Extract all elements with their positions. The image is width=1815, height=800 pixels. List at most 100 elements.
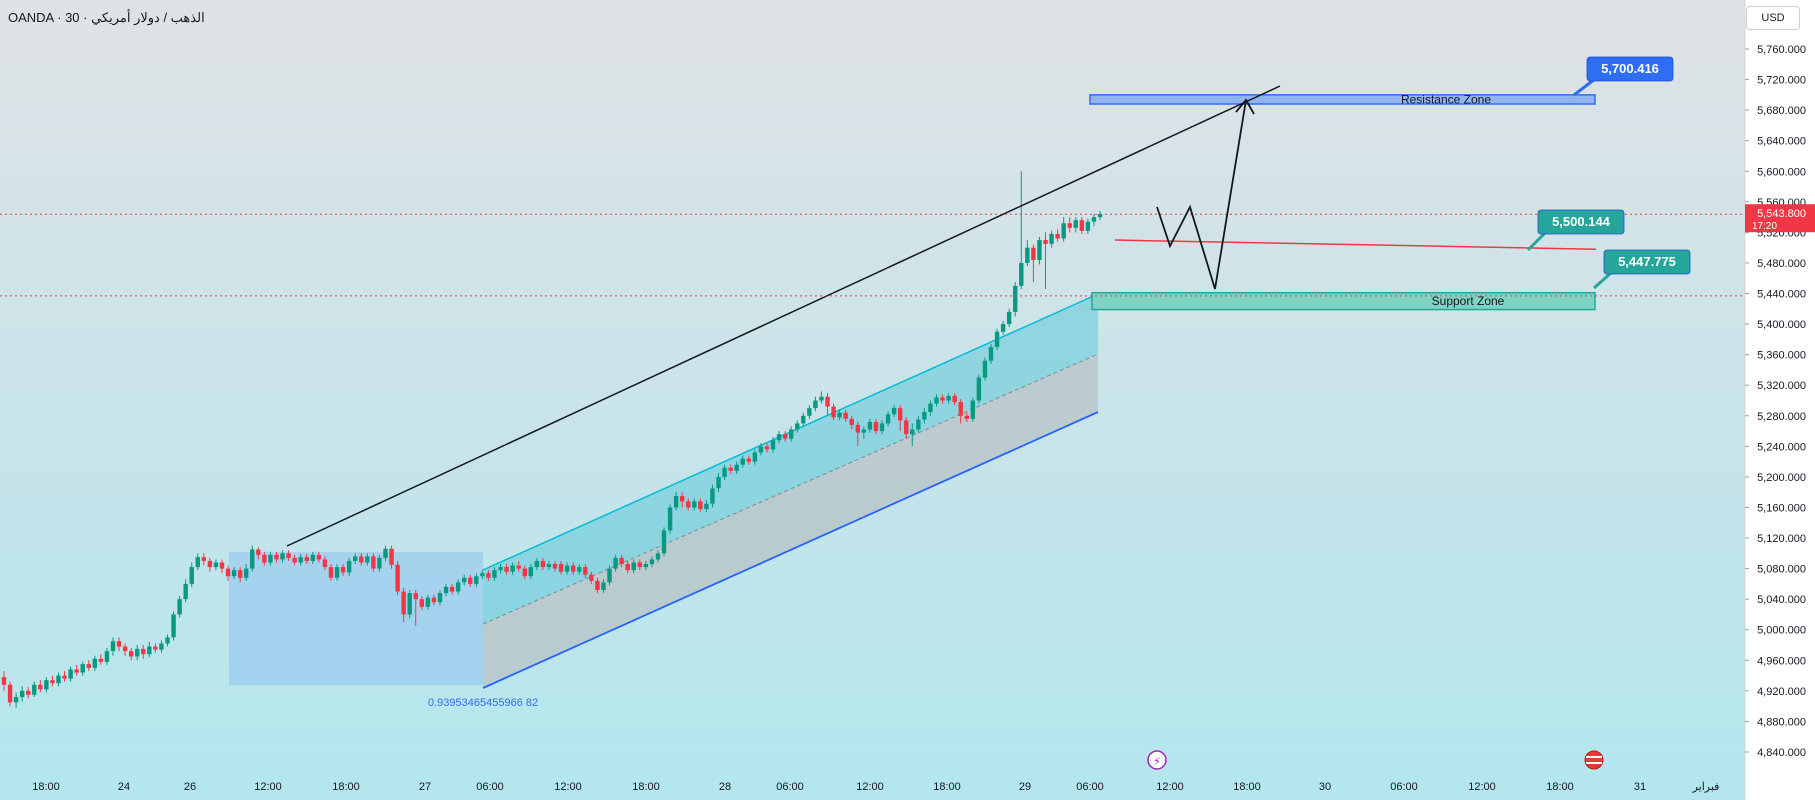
- time-tick-label: 18:00: [1233, 781, 1261, 793]
- candle-body: [988, 347, 994, 361]
- fib-level-text: 0.93953465455966 82: [428, 697, 538, 709]
- candle-body: [292, 557, 297, 563]
- red-level-line[interactable]: [1114, 239, 1597, 250]
- candle-body: [201, 557, 207, 561]
- candle-body: [268, 554, 273, 563]
- candle-body: [976, 377, 982, 401]
- candle-body: [637, 562, 643, 568]
- candle-body: [964, 415, 969, 419]
- price-tick-label: 5,200.000: [1757, 472, 1806, 484]
- label-5500-text: 5,500.144: [1552, 214, 1611, 229]
- candle-body: [98, 658, 104, 662]
- candle-body: [661, 530, 667, 554]
- candle-body: [879, 423, 885, 432]
- price-tick-label: 4,880.000: [1757, 716, 1806, 728]
- candle-body: [1061, 223, 1066, 239]
- us-flag-event-icon[interactable]: [1584, 750, 1604, 770]
- candle-body: [116, 641, 122, 647]
- candle-body: [159, 643, 164, 650]
- currency-button[interactable]: USD: [1746, 6, 1800, 30]
- candle-body: [383, 548, 388, 558]
- label-5500-box[interactable]: [1537, 209, 1625, 235]
- time-tick-label: 06:00: [776, 781, 804, 793]
- lightning-event-icon[interactable]: [1147, 750, 1167, 770]
- candle-body: [528, 567, 534, 577]
- candle-body: [195, 557, 200, 568]
- candle-body: [982, 360, 988, 378]
- candle-body: [44, 680, 49, 690]
- candle-body: [1091, 217, 1097, 222]
- label-5700-box[interactable]: [1586, 56, 1674, 82]
- candle-body: [1000, 324, 1006, 332]
- resistance-zone[interactable]: [1089, 94, 1596, 105]
- candle-body: [80, 664, 85, 673]
- candle-body: [316, 554, 322, 560]
- candle-body: [552, 564, 558, 569]
- symbol-title: OANDA · 30 · الذهب / دولار أمريكي: [8, 10, 205, 25]
- candle-body: [62, 675, 67, 679]
- candle-body: [686, 501, 691, 508]
- price-tick-label: 5,400.000: [1757, 319, 1806, 331]
- candle-body: [619, 557, 624, 565]
- candle-body: [831, 406, 836, 418]
- candle-body: [1085, 221, 1091, 231]
- candle-body: [401, 591, 406, 615]
- candle-body: [244, 568, 249, 578]
- candle-body: [994, 331, 1000, 348]
- candle-body: [340, 567, 346, 573]
- candle-body: [522, 568, 527, 577]
- time-tick-label: 06:00: [1390, 781, 1418, 793]
- candle-body: [286, 553, 291, 558]
- candle-body: [492, 570, 497, 578]
- candle-body: [334, 567, 340, 578]
- trend-line[interactable]: [286, 85, 1281, 547]
- candle-body: [625, 564, 630, 571]
- candle-body: [1006, 311, 1012, 325]
- time-tick-label: 18:00: [32, 781, 60, 793]
- candle-body: [958, 402, 963, 416]
- candle-body: [740, 458, 745, 465]
- candle-body: [425, 597, 431, 607]
- candle-body: [1025, 247, 1030, 263]
- time-tick-label: 12:00: [254, 781, 282, 793]
- candle-body: [970, 400, 976, 419]
- channel-lower-band: [483, 354, 1098, 688]
- current-price-countdown: 17:20: [1752, 221, 1777, 232]
- candle-body: [934, 397, 939, 404]
- time-tick-label: 26: [184, 781, 196, 793]
- candle-body: [395, 564, 400, 592]
- candle-body: [867, 421, 873, 430]
- candle-body: [607, 568, 612, 583]
- support-zone[interactable]: [1091, 292, 1596, 311]
- candle-body: [346, 560, 352, 573]
- current-price-tag[interactable]: [1745, 204, 1815, 233]
- candle-body: [1043, 240, 1048, 244]
- candle-body: [280, 553, 285, 560]
- time-tick-label: 18:00: [933, 781, 961, 793]
- candle-body: [1037, 240, 1042, 260]
- candle-body: [649, 559, 655, 565]
- candle-body: [13, 696, 19, 703]
- candle-body: [74, 669, 79, 673]
- candle-body: [673, 496, 679, 508]
- candle-body: [38, 684, 43, 690]
- candle-body: [504, 567, 509, 572]
- candle-body: [237, 570, 243, 578]
- label-5447-box[interactable]: [1603, 249, 1691, 275]
- price-tick-label: 5,600.000: [1757, 166, 1806, 178]
- current-price-value: 5,543.800: [1757, 208, 1806, 220]
- candle-body: [655, 553, 661, 560]
- candle-body: [431, 597, 437, 603]
- candle-body: [825, 396, 830, 407]
- candle-body: [819, 396, 824, 401]
- candle-body: [177, 599, 182, 615]
- candle-body: [904, 420, 909, 435]
- candle-body: [752, 452, 758, 462]
- candle-body: [213, 562, 219, 568]
- candle-body: [516, 565, 521, 569]
- lightning-icon-glyph: ⚡: [1153, 755, 1161, 768]
- candle-body: [250, 549, 255, 569]
- projection-path[interactable]: [1156, 99, 1247, 290]
- candle-body: [570, 565, 576, 572]
